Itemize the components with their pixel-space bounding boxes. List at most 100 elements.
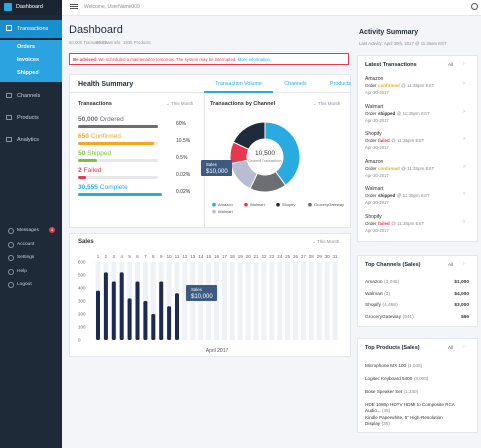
card-title: Latest Transactions bbox=[365, 62, 417, 68]
legend-swatch bbox=[212, 202, 216, 207]
donut-chart: 10,500 Ordered Transactions Sales $10,000 Am… bbox=[201, 121, 344, 214]
nav-subitem[interactable]: Orders bbox=[17, 44, 36, 50]
column-bg bbox=[214, 262, 219, 340]
tooltip bbox=[201, 160, 232, 176]
nav-item[interactable]: Messages 4 bbox=[0, 226, 62, 236]
chevron[interactable]: › bbox=[463, 81, 465, 87]
column-bg bbox=[277, 262, 283, 340]
stat: 56 Channels bbox=[96, 40, 121, 45]
nav-item[interactable]: Transactions bbox=[17, 26, 49, 32]
count: (541) bbox=[402, 314, 414, 320]
nav-item[interactable]: Settings bbox=[0, 253, 62, 263]
menu-button[interactable] bbox=[70, 4, 78, 5]
chevron[interactable]: › bbox=[463, 108, 465, 115]
name: Amazon bbox=[365, 280, 383, 285]
nav-label[interactable]: Analytics bbox=[17, 137, 40, 143]
chevron[interactable]: › bbox=[463, 163, 465, 170]
section-title: Transactions by Channel bbox=[210, 101, 276, 107]
percent: 60% bbox=[176, 121, 187, 127]
y-tick-label: 300 bbox=[78, 299, 86, 304]
nav-active[interactable]: Transactions bbox=[0, 20, 62, 38]
nav-label[interactable]: Settings bbox=[17, 255, 35, 260]
bar bbox=[127, 298, 132, 340]
tooltip-value: $10,000 bbox=[206, 169, 228, 175]
status-time: @ 11:35pm EST bbox=[396, 193, 430, 198]
nav-subitem[interactable]: Invoices bbox=[17, 57, 40, 63]
x-tick-label: 12 bbox=[182, 254, 188, 259]
status-status: confirmed bbox=[378, 165, 400, 171]
bar bbox=[151, 314, 156, 340]
column-bg bbox=[253, 262, 259, 340]
nav-item[interactable]: Products bbox=[0, 112, 62, 124]
tab[interactable]: Products bbox=[330, 81, 351, 87]
chevron: › bbox=[463, 261, 465, 267]
x-tick-label: 6 bbox=[136, 254, 139, 259]
donut-segment bbox=[264, 121, 301, 187]
all-link[interactable]: All bbox=[448, 262, 454, 267]
nav-label[interactable]: Channels bbox=[17, 93, 41, 99]
label: Complete bbox=[99, 184, 128, 191]
chevron[interactable]: › bbox=[463, 218, 465, 225]
bar bbox=[135, 281, 140, 340]
nav-label[interactable]: Logout bbox=[17, 282, 32, 287]
count: (35) bbox=[381, 420, 390, 426]
x-tick-label: 24 bbox=[277, 254, 283, 259]
status-time: @ 11:35pm EST bbox=[391, 138, 425, 143]
search-button[interactable] bbox=[471, 3, 478, 10]
period-select[interactable]: ⌄ This Month bbox=[166, 101, 194, 106]
nav-item[interactable]: Logout bbox=[0, 280, 62, 290]
nav-label[interactable]: Account bbox=[17, 241, 35, 247]
chevron[interactable]: › bbox=[463, 136, 465, 142]
x-tick-label: 26 bbox=[293, 254, 299, 259]
x-tick-label: 5 bbox=[128, 254, 131, 259]
x-tick-label: 9 bbox=[160, 254, 163, 259]
tooltip-value: $10,000 bbox=[191, 294, 213, 300]
tab[interactable]: Channels bbox=[284, 81, 307, 87]
sales-value: $4,000 bbox=[454, 291, 469, 297]
bar bbox=[175, 293, 179, 340]
legend-label: Walmart bbox=[218, 209, 234, 214]
date: Apr-30-2017 bbox=[365, 227, 389, 233]
x-tick-label: 31 bbox=[332, 254, 338, 259]
last-activity: Last Activity: April 30th, 2017 @ 11:35a… bbox=[359, 41, 447, 46]
column-bg bbox=[285, 262, 291, 340]
alert-link[interactable]: More information. bbox=[237, 57, 272, 62]
nav-item[interactable]: Help bbox=[0, 267, 62, 277]
nav-label[interactable]: Messages bbox=[17, 228, 39, 233]
name: Bose Speaker Set bbox=[365, 389, 403, 394]
card-title: Top Channels (Sales) bbox=[365, 262, 421, 268]
name: GroceryGateway bbox=[365, 314, 401, 320]
donut-segment bbox=[232, 121, 266, 151]
progress-bar bbox=[78, 142, 154, 145]
count: (4,466) bbox=[382, 303, 398, 308]
label: Last Activity: bbox=[359, 41, 383, 46]
column-bg bbox=[316, 262, 322, 340]
x-tick-label: 8 bbox=[152, 254, 155, 259]
progress-bar bbox=[78, 159, 98, 162]
column-bg bbox=[300, 262, 306, 340]
count: (1,045) bbox=[407, 363, 423, 368]
label: Failed bbox=[83, 167, 102, 174]
y-tick-label: 100 bbox=[78, 325, 86, 330]
nav-item[interactable]: Channels bbox=[0, 90, 62, 102]
x-tick-label: 10 bbox=[167, 254, 173, 259]
chevron[interactable]: › bbox=[463, 191, 465, 197]
nav-label[interactable]: Help bbox=[17, 268, 27, 274]
nav-label[interactable]: Products bbox=[17, 115, 39, 121]
page-title: Dashboard bbox=[69, 24, 123, 36]
period-select[interactable]: ⌄ This Month bbox=[313, 101, 341, 106]
brand[interactable]: Dashboard bbox=[16, 4, 43, 10]
all-link[interactable]: All bbox=[448, 345, 454, 350]
bar bbox=[167, 306, 172, 340]
period: This Month bbox=[316, 239, 340, 244]
nav-item[interactable]: Analytics bbox=[0, 134, 62, 146]
period-select[interactable]: ⌄ This Month bbox=[312, 239, 340, 244]
latest-card: Latest Transactions All › Amazon Order confir… bbox=[357, 55, 478, 242]
status-time: @ 11:35pm EST bbox=[401, 165, 435, 171]
nav-item[interactable]: Account bbox=[0, 240, 62, 250]
tab[interactable]: Transaction Volume bbox=[215, 81, 262, 87]
all-link[interactable]: All bbox=[448, 62, 454, 67]
product-row: HDE 1080p HDTV HDMI to Composite RCA Aud… bbox=[365, 402, 465, 413]
nav-subitem[interactable]: Shipped bbox=[17, 70, 39, 76]
